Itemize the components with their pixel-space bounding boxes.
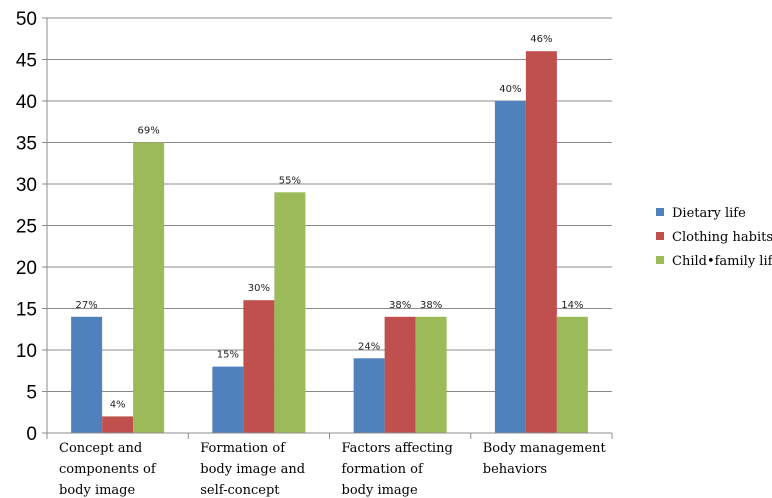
y-tick-label: 25	[16, 217, 37, 238]
bar	[133, 142, 165, 433]
bar	[525, 51, 557, 433]
x-axis: Concept and components of body image Format…	[46, 432, 613, 498]
x-category-label: Formation of	[200, 441, 286, 456]
bars	[71, 51, 588, 433]
data-label: 14%	[561, 300, 583, 311]
bar	[212, 366, 244, 433]
bar	[384, 316, 416, 433]
y-tick-label: 0	[26, 424, 37, 445]
y-tick-label: 20	[16, 258, 37, 279]
legend-label: Clothing habits	[672, 230, 772, 245]
legend-swatch	[656, 208, 664, 216]
y-tick-label: 15	[16, 300, 37, 321]
bar	[243, 300, 275, 433]
x-category-label: body image and	[200, 462, 305, 477]
data-label: 69%	[138, 126, 160, 137]
legend: Dietary life Clothing habits Child•family …	[656, 206, 772, 269]
data-label: 38%	[389, 300, 411, 311]
data-label: 55%	[279, 175, 301, 186]
legend-label: Dietary life	[672, 206, 746, 221]
legend-swatch	[656, 232, 664, 240]
y-tick-label: 45	[16, 51, 37, 72]
x-category-label: formation of	[342, 462, 424, 477]
data-label: 38%	[420, 300, 442, 311]
legend-label: Child•family life	[672, 254, 772, 269]
data-label: 40%	[499, 84, 521, 95]
legend-swatch	[656, 256, 664, 264]
y-tick-label: 40	[16, 92, 37, 113]
bar	[494, 101, 526, 433]
y-tick-label: 5	[26, 383, 37, 404]
x-category-label: Body management	[483, 441, 607, 456]
bar	[274, 192, 306, 433]
bar	[415, 316, 447, 433]
data-label: 24%	[358, 341, 380, 352]
bar	[71, 316, 103, 433]
y-tick-label: 30	[16, 175, 37, 196]
y-tick-label: 10	[16, 341, 37, 362]
data-label: 15%	[217, 350, 239, 361]
y-tick-label: 35	[16, 134, 37, 155]
data-label: 27%	[76, 300, 98, 311]
data-label: 4%	[110, 399, 126, 410]
data-label: 30%	[248, 283, 270, 294]
bar	[556, 316, 588, 433]
bar	[102, 416, 134, 433]
data-label: 46%	[530, 34, 552, 45]
x-category-label: body image	[342, 483, 419, 498]
x-category-label: self-concept	[200, 483, 280, 498]
x-category-label: body image	[59, 483, 136, 498]
data-labels: 27% 15% 24% 40% 4% 30% 38% 46% 69% 55% 38% 14%	[76, 34, 584, 410]
y-tick-label: 50	[16, 9, 37, 30]
x-category-label: Factors affecting	[342, 441, 453, 456]
x-category-label: Concept and	[59, 441, 142, 456]
bar	[353, 358, 385, 433]
x-category-label: behaviors	[483, 462, 547, 477]
x-category-label: components of	[59, 462, 157, 477]
y-axis: 0 5 10 15 20 25 30 35 40 45 50	[16, 9, 48, 445]
